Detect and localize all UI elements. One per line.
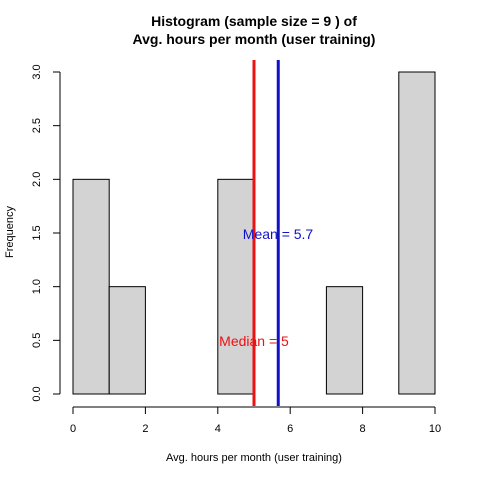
chart-title-line1: Histogram (sample size = 9 ) of (151, 13, 357, 29)
mean-annotation: Mean = 5.7 (243, 226, 314, 242)
x-axis-label: Avg. hours per month (user training) (166, 452, 342, 464)
histogram-bar-9 (398, 71, 436, 395)
y-tick-label: 2.5 (31, 118, 43, 133)
x-axis: 0 2 4 6 8 10 (70, 406, 441, 435)
y-tick-label: 1.5 (31, 225, 43, 240)
x-tick-label: 2 (142, 423, 148, 435)
median-annotation: Median = 5 (219, 333, 289, 349)
x-tick-label: 6 (287, 423, 293, 435)
histogram-bar-4 (217, 178, 255, 395)
y-axis-label: Frequency (4, 206, 16, 258)
reference-lines (252, 60, 280, 406)
y-tick-label: 0.5 (31, 333, 43, 348)
x-tick-label: 10 (429, 423, 441, 435)
y-tick-label: 3.0 (31, 64, 43, 79)
y-tick-label: 1.0 (31, 279, 43, 294)
histogram-bar-7 (325, 286, 364, 395)
y-tick-label: 2.0 (31, 172, 43, 187)
x-tick-label: 0 (70, 423, 76, 435)
x-tick-label: 4 (215, 423, 221, 435)
histogram-bar-0 (72, 178, 110, 395)
histogram-bars (72, 71, 436, 395)
x-tick-label: 8 (360, 423, 366, 435)
histogram-bar-1 (108, 286, 146, 395)
y-tick-label: 0.0 (31, 386, 43, 401)
y-axis: 0.0 0.5 1.0 1.5 2.0 2.5 3.0 (31, 64, 61, 402)
chart-title-line2: Avg. hours per month (user training) (133, 31, 376, 47)
